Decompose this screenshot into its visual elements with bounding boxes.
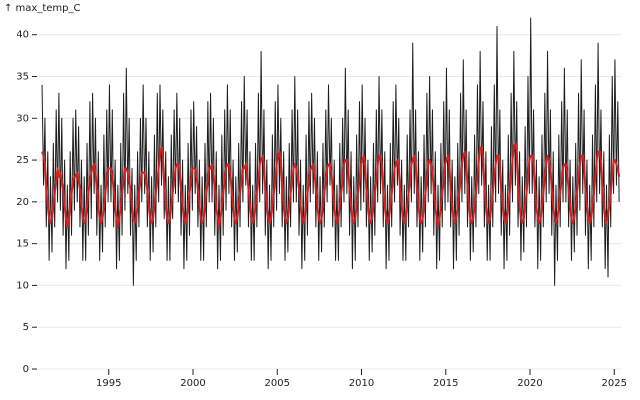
- y-tick-label: 5: [23, 322, 29, 333]
- y-tick-label: 30: [16, 113, 29, 124]
- y-tick-label: 40: [16, 30, 29, 41]
- x-tick-label: 2020: [517, 378, 542, 389]
- x-tick-label: 2000: [180, 378, 205, 389]
- x-tick-label: 2005: [265, 378, 290, 389]
- y-tick-label: 0: [23, 364, 29, 375]
- y-tick-label: 35: [16, 72, 29, 83]
- y-tick-label: 15: [16, 239, 29, 250]
- y-axis-label: ↑ max_temp_C: [4, 3, 81, 14]
- series-line: [41, 17, 620, 286]
- x-tick-label: 1995: [96, 378, 121, 389]
- x-tick-label: 2015: [433, 378, 458, 389]
- y-tick-label: 10: [16, 280, 29, 291]
- x-tick-label: 2010: [349, 378, 374, 389]
- series-line: [41, 142, 621, 228]
- y-tick-label: 25: [16, 155, 29, 166]
- x-tick-label: 2025: [602, 378, 627, 389]
- y-tick-label: 20: [16, 197, 29, 208]
